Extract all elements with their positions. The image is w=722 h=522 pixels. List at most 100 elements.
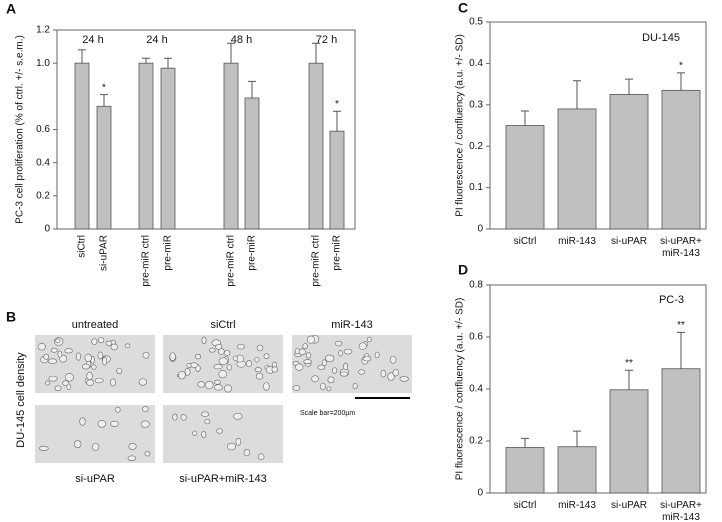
bar: [96, 105, 112, 230]
cell: [218, 370, 228, 379]
cell: [366, 336, 372, 343]
cell: [39, 445, 49, 451]
cell: [64, 348, 73, 354]
cell: [392, 368, 399, 377]
cell: [358, 369, 366, 375]
y-tick-label: 0.6: [469, 332, 483, 343]
cell: [73, 440, 82, 449]
cell: [47, 358, 58, 364]
cell: [362, 356, 372, 362]
cell: [128, 442, 137, 450]
cell: [339, 371, 349, 377]
x-tick-label: siCtrl: [77, 235, 88, 258]
cell: [254, 356, 260, 363]
cell: [226, 364, 232, 371]
bar: [74, 62, 90, 230]
cell: [178, 370, 186, 380]
cell: [389, 355, 397, 364]
panel-label: B: [6, 309, 16, 325]
cell: [216, 428, 223, 434]
y-tick-label: 0: [477, 224, 483, 235]
error-bar: [164, 57, 172, 69]
cell: [86, 379, 94, 386]
cell: [124, 343, 131, 349]
cell: [387, 372, 395, 381]
cell: [138, 378, 147, 386]
y-axis-label: PI fluorescence / confluency (a.u. +/- S…: [455, 34, 466, 217]
x-tick-label: pre-miR: [332, 235, 343, 271]
cell: [50, 347, 58, 353]
cell: [64, 373, 74, 382]
cell: [91, 364, 97, 370]
error-bar: [248, 80, 256, 98]
cell: [218, 357, 228, 365]
cell: [91, 443, 100, 451]
micrograph: [35, 405, 155, 463]
cell: [197, 381, 206, 388]
error-bar: [625, 78, 633, 95]
y-tick-label: 0.2: [469, 436, 483, 447]
bar: [661, 89, 701, 230]
cell: [338, 349, 343, 357]
cell: [37, 343, 46, 351]
cell: [213, 364, 223, 370]
cell: [97, 351, 103, 360]
cell: [306, 335, 316, 344]
cell: [223, 350, 231, 356]
y-tick-label: 0.2: [469, 141, 483, 152]
cell: [110, 343, 118, 351]
cell: [343, 362, 348, 371]
cell: [144, 451, 151, 457]
cell: [201, 431, 207, 439]
image-label: si-uPAR: [75, 473, 115, 485]
y-axis-label: PC-3 cell proliferation (% of ctrl. +/- …: [15, 35, 26, 224]
cell: [399, 376, 409, 382]
cell: [94, 377, 104, 384]
cell: [192, 430, 198, 436]
cell: [201, 411, 210, 417]
cell: [75, 352, 81, 361]
error-bar: [625, 369, 633, 390]
cell: [140, 420, 150, 428]
cell: [91, 338, 98, 345]
x-tick-label: miR-143: [558, 500, 596, 511]
cell: [86, 371, 93, 381]
cell: [263, 353, 270, 360]
cell: [142, 406, 149, 413]
cell: [180, 414, 187, 421]
cell: [256, 344, 264, 352]
cell: [263, 382, 270, 391]
bar: [329, 130, 345, 230]
cell: [55, 338, 61, 344]
cell: [226, 442, 237, 451]
cell: [306, 352, 312, 359]
error-bar: [573, 80, 581, 109]
error-bar: [333, 110, 341, 132]
bar: [244, 97, 260, 230]
y-tick-label: 1.2: [36, 25, 50, 36]
bar: [308, 62, 324, 230]
cell: [380, 369, 387, 378]
bar: [609, 389, 649, 494]
bar: [160, 67, 176, 230]
cell: [115, 406, 121, 413]
x-tick-label: pre-miR ctrl: [141, 235, 152, 287]
y-tick-label: 0.1: [469, 182, 483, 193]
cell: [84, 353, 92, 362]
x-tick-label: si-uPAR: [99, 235, 110, 271]
annotation: DU-145: [642, 32, 680, 44]
image-label: si-uPAR+miR-143: [179, 473, 267, 485]
cell: [298, 348, 306, 356]
error-bar: [142, 57, 150, 64]
group-label: 24 h: [146, 34, 167, 46]
y-tick-label: 0.3: [469, 99, 483, 110]
error-bar: [100, 94, 108, 107]
cell: [374, 351, 380, 359]
cell: [102, 356, 108, 366]
image-label: siCtrl: [210, 319, 235, 331]
image-label: untreated: [72, 319, 118, 331]
error-bar: [677, 331, 685, 369]
cell: [190, 362, 198, 368]
group-label: 72 h: [316, 34, 337, 46]
cell: [271, 366, 278, 373]
